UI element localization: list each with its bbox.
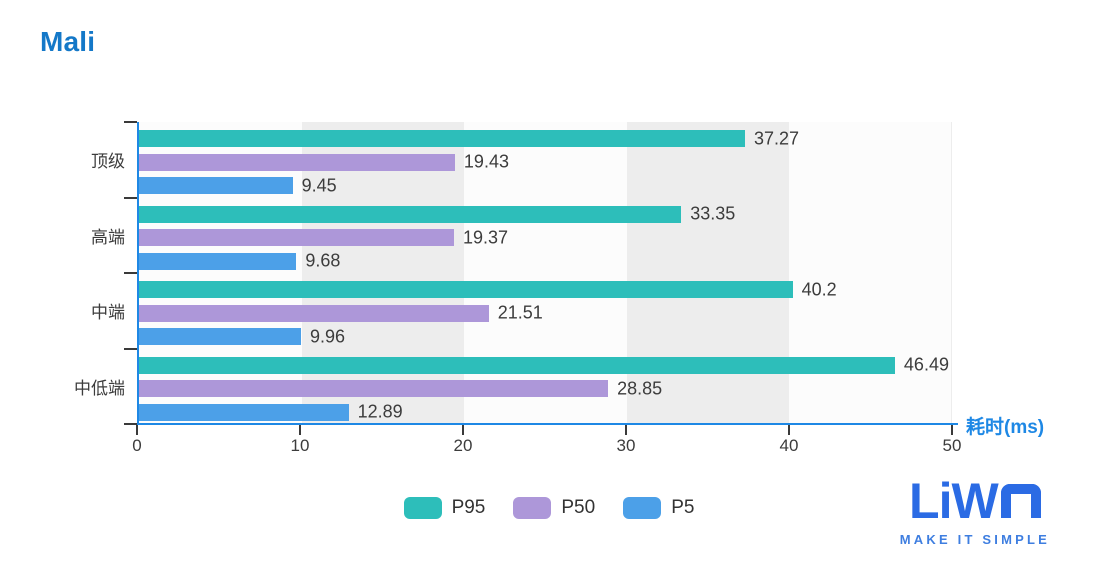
- y-axis-tick: [124, 347, 137, 350]
- plot-area: 37.27 19.43 9.45 33.35 19.37 9.68 40.2 21.51 9.9…: [137, 122, 952, 424]
- x-axis-label-50: 50: [942, 436, 962, 455]
- bar-P50-高端: 19.37: [139, 227, 508, 247]
- legend-item-P50[interactable]: P50: [513, 497, 595, 519]
- bar-value-label: 40.2: [801, 279, 837, 300]
- x-axis-label-20: 20: [453, 436, 473, 455]
- x-axis-label-10: 10: [290, 436, 310, 455]
- legend-swatch-P50: [513, 497, 552, 519]
- brand-logo: LiW MAKE IT SIMPLE: [899, 474, 1050, 548]
- bar-P5-顶级: 9.45: [139, 175, 337, 195]
- bar-value-label: 19.43: [463, 151, 509, 172]
- chart-title: Mali: [40, 26, 96, 57]
- split-line-50: [951, 122, 952, 424]
- legend-label-P50: P50: [561, 497, 596, 518]
- y-axis-labels: 顶级高端中端中低端: [0, 122, 125, 424]
- bar-P5-中低端: 12.89: [139, 402, 403, 422]
- bar-P5-中端: 9.96: [139, 326, 345, 346]
- bar-value-label: 12.89: [357, 401, 403, 422]
- legend-swatch-P95: [403, 497, 442, 519]
- legend-swatch-P5: [623, 497, 662, 519]
- bar-P50-顶级: 19.43: [139, 152, 509, 172]
- bar-value-label: 37.27: [754, 128, 800, 149]
- bar-value-label: 33.35: [690, 203, 736, 224]
- legend-item-P5[interactable]: P5: [623, 497, 694, 519]
- y-axis-tick: [124, 196, 137, 199]
- legend: P95 P50 P5: [0, 497, 1098, 519]
- logo-letters: LiW: [909, 473, 999, 529]
- y-axis-label-中低端: 中低端: [74, 378, 125, 398]
- x-axis-labels: 0 10 20 30 40 50: [132, 436, 961, 460]
- y-axis-label-顶级: 顶级: [91, 152, 125, 172]
- x-axis-tick: [462, 425, 464, 435]
- bar-value-label: 9.68: [305, 250, 341, 271]
- x-axis-label-0: 0: [132, 436, 142, 455]
- bar-value-label: 9.45: [301, 175, 337, 196]
- bar-value-label: 46.49: [903, 354, 949, 375]
- logo-tagline: MAKE IT SIMPLE: [899, 532, 1050, 547]
- x-axis-tick: [951, 425, 953, 435]
- x-axis-tick: [136, 425, 138, 435]
- bar-P95-高端: 33.35: [139, 204, 735, 224]
- logo-wordmark: LiW: [900, 474, 1050, 529]
- x-axis-title: 耗时(ms): [966, 417, 1045, 438]
- x-axis-label-40: 40: [779, 436, 799, 455]
- bar-P5-高端: 9.68: [139, 251, 340, 271]
- bar-P95-中低端: 46.49: [139, 355, 949, 375]
- bar-value-label: 19.37: [462, 227, 508, 248]
- y-axis-tick: [124, 272, 137, 274]
- y-axis-tick: [124, 121, 137, 123]
- x-axis-tick: [299, 425, 301, 435]
- legend-label-P95: P95: [451, 497, 486, 518]
- bar-P95-顶级: 37.27: [139, 128, 799, 148]
- bar-group-中端: 40.2 21.51 9.96: [139, 273, 952, 349]
- bar-group-中低端: 46.49 28.85 12.89: [139, 349, 952, 425]
- bar-value-label: 21.51: [497, 302, 543, 323]
- x-axis-tick: [788, 425, 790, 435]
- x-axis-label-30: 30: [616, 436, 636, 455]
- y-axis-tick: [124, 423, 137, 425]
- bar-value-label: 9.96: [309, 326, 345, 347]
- bar-group-高端: 33.35 19.37 9.68: [139, 198, 952, 274]
- y-axis-label-中端: 中端: [91, 303, 125, 323]
- bar-P50-中低端: 28.85: [139, 378, 662, 398]
- bar-value-label: 28.85: [617, 378, 663, 399]
- bar-P95-中端: 40.2: [139, 279, 837, 299]
- y-axis-label-高端: 高端: [91, 227, 125, 247]
- x-axis-line: [131, 423, 958, 425]
- legend-item-P95[interactable]: P95: [403, 497, 486, 519]
- logo-a-glyph: [1000, 484, 1041, 518]
- x-axis-tick: [625, 425, 627, 435]
- bar-P50-中端: 21.51: [139, 303, 543, 323]
- legend-label-P5: P5: [671, 497, 695, 518]
- bar-group-顶级: 37.27 19.43 9.45: [139, 122, 952, 198]
